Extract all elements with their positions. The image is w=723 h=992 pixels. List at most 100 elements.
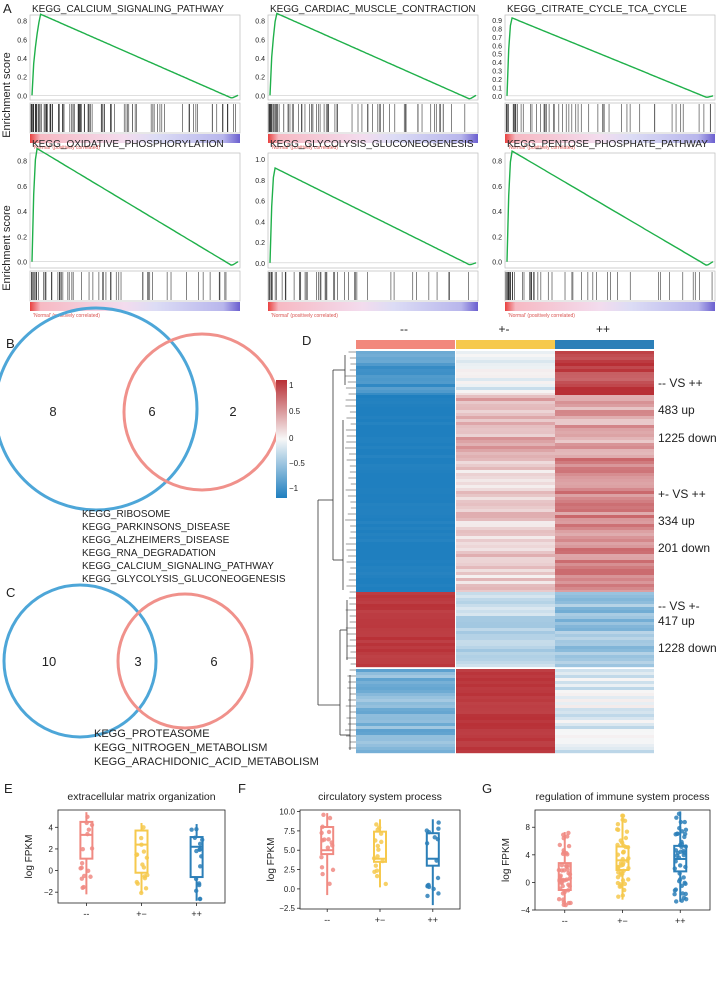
gsea-ytick: 0.8 — [255, 19, 265, 26]
heatmap-cell — [555, 557, 654, 561]
boxplot-ytick: 7.5 — [284, 827, 296, 836]
heatmap-cell — [555, 714, 654, 718]
boxplot-point — [196, 882, 202, 888]
boxplot-point — [672, 866, 678, 871]
boxplot-point — [674, 899, 679, 904]
boxplot-title: regulation of immune system process — [536, 791, 710, 803]
heatmap-cell — [456, 363, 555, 367]
heatmap-cell — [356, 539, 455, 543]
heatmap-cell — [356, 401, 455, 405]
heatmap-cell — [555, 554, 654, 558]
heatmap-cell — [456, 482, 555, 486]
boxplot-point — [425, 883, 430, 888]
boxplot-point — [626, 877, 631, 882]
boxplot-point — [85, 814, 90, 820]
heatmap-cell — [555, 518, 654, 522]
heatmap-cell — [555, 672, 654, 676]
heatmap-cell — [456, 425, 555, 429]
heatmap-cell — [555, 536, 654, 540]
heatmap-cell — [356, 610, 455, 614]
heatmap-cell — [356, 687, 455, 691]
venn-c-left-count: 10 — [42, 654, 56, 669]
heatmap-cell — [555, 646, 654, 650]
gsea-ytick: 0.1 — [492, 85, 502, 92]
heatmap-cell — [555, 625, 654, 629]
heatmap-cell — [555, 750, 654, 754]
heatmap-cell — [456, 557, 555, 561]
venn-c-right-circle — [116, 592, 254, 730]
heatmap-cell — [456, 410, 555, 414]
heatmap-cell — [456, 407, 555, 411]
venn-b-item: KEGG_RNA_DEGRADATION — [82, 548, 216, 559]
boxplot-point — [319, 830, 324, 836]
boxplot-point — [194, 888, 199, 894]
boxplot-point — [560, 891, 566, 896]
venn-b-item: KEGG_CALCIUM_SIGNALING_PATHWAY — [82, 561, 274, 572]
heatmap-cell — [356, 545, 455, 549]
gsea-enrichment-curve — [506, 16, 714, 98]
boxplot-xtick: -- — [562, 916, 568, 926]
gsea-rank-bar — [268, 134, 478, 143]
boxplot-point — [379, 839, 384, 845]
gsea-rank-bar — [30, 302, 240, 311]
heatmap-cell — [555, 613, 654, 617]
heatmap-cell — [456, 566, 555, 570]
heatmap-cell — [356, 581, 455, 585]
gsea-ytick: 0.8 — [17, 19, 27, 26]
heatmap-cell — [555, 431, 654, 435]
gsea-ytick: 0.6 — [492, 184, 502, 191]
heatmap-cell — [555, 735, 654, 739]
heatmap-cell — [456, 497, 555, 501]
gsea-title: KEGG_GLYCOLYSIS_GLUCONEOGENESIS — [270, 139, 474, 150]
heatmap-cell — [555, 470, 654, 474]
gsea-ytick: 0.6 — [17, 184, 27, 191]
boxplot-ytick: −4 — [521, 906, 531, 915]
gsea-ytick: 0.5 — [492, 52, 502, 59]
boxplots: extracellular matrix organization log FPK… — [24, 791, 711, 926]
heatmap-cell — [456, 551, 555, 555]
heatmap-cell — [356, 506, 455, 510]
heatmap-cell — [555, 551, 654, 555]
heatmap-cell — [456, 494, 555, 498]
gsea-ylabel-top: Enrichment score — [1, 52, 13, 138]
heatmap-cell — [555, 652, 654, 656]
boxplot-point — [198, 864, 203, 869]
gsea-rank-bar — [268, 302, 478, 311]
heatmap-cell — [456, 729, 555, 733]
heatmap-cell — [456, 536, 555, 540]
boxplot-point — [424, 841, 430, 846]
heatmap-cell — [555, 384, 654, 388]
boxplot-point — [144, 855, 150, 860]
heatmap-cell — [356, 407, 455, 411]
heatmap-color-legend — [276, 380, 287, 498]
gsea-ytick: 0.4 — [255, 219, 265, 226]
boxplot-point — [680, 891, 685, 896]
heatmap-cell — [555, 497, 654, 501]
gsea-ytick: 0.3 — [492, 69, 502, 76]
heatmap-cell — [555, 687, 654, 691]
gsea-phenotype-label: 'Normal' (positively correlated) — [508, 313, 575, 319]
boxplot-point — [563, 863, 569, 868]
heatmap-cell — [356, 569, 455, 573]
heatmap-cell — [456, 390, 555, 394]
heatmap-cell — [555, 369, 654, 373]
heatmap-cell — [555, 661, 654, 665]
heatmap-cell — [555, 488, 654, 492]
gsea-ytick: 0.2 — [492, 77, 502, 84]
gsea-hits-frame — [29, 270, 241, 302]
heatmap-cell — [356, 351, 455, 355]
boxplot-ytick: 8 — [526, 823, 531, 832]
heatmap-cell — [555, 422, 654, 426]
heatmap-cell — [356, 590, 455, 594]
boxplot-ytick: 5.0 — [284, 846, 296, 855]
boxplot-point — [672, 888, 678, 893]
heatmap-cell — [555, 530, 654, 534]
boxplot-point — [626, 866, 631, 871]
boxplot-ytick: −2.5 — [279, 904, 295, 913]
boxplot-xtick: -- — [324, 915, 330, 925]
heatmap-cell — [356, 357, 455, 361]
heatmap-cell — [456, 351, 555, 355]
heatmap-cell — [356, 735, 455, 739]
heatmap-cell — [555, 407, 654, 411]
heatmap-cell — [555, 503, 654, 507]
